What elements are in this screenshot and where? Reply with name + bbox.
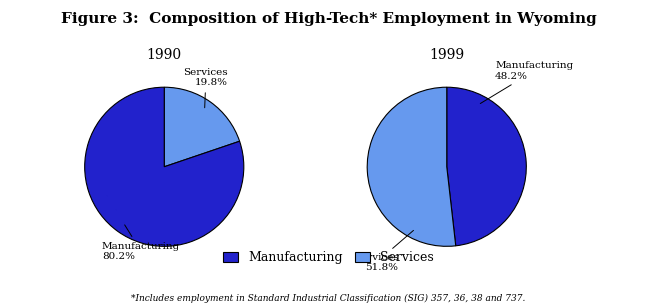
Text: Services
51.8%: Services 51.8% — [353, 230, 413, 272]
Title: 1990: 1990 — [147, 48, 182, 62]
Text: Manufacturing
48.2%: Manufacturing 48.2% — [480, 61, 574, 103]
Text: Figure 3:  Composition of High-Tech* Employment in Wyoming: Figure 3: Composition of High-Tech* Empl… — [60, 12, 597, 26]
Wedge shape — [447, 87, 526, 246]
Text: *Includes employment in Standard Industrial Classification (SIG) 357, 36, 38 and: *Includes employment in Standard Industr… — [131, 294, 526, 303]
Title: 1999: 1999 — [429, 48, 464, 62]
Wedge shape — [367, 87, 456, 246]
Text: Manufacturing
80.2%: Manufacturing 80.2% — [102, 225, 180, 261]
Wedge shape — [164, 87, 240, 167]
Legend: Manufacturing, Services: Manufacturing, Services — [218, 246, 439, 269]
Wedge shape — [85, 87, 244, 246]
Text: Services
19.8%: Services 19.8% — [183, 68, 228, 108]
